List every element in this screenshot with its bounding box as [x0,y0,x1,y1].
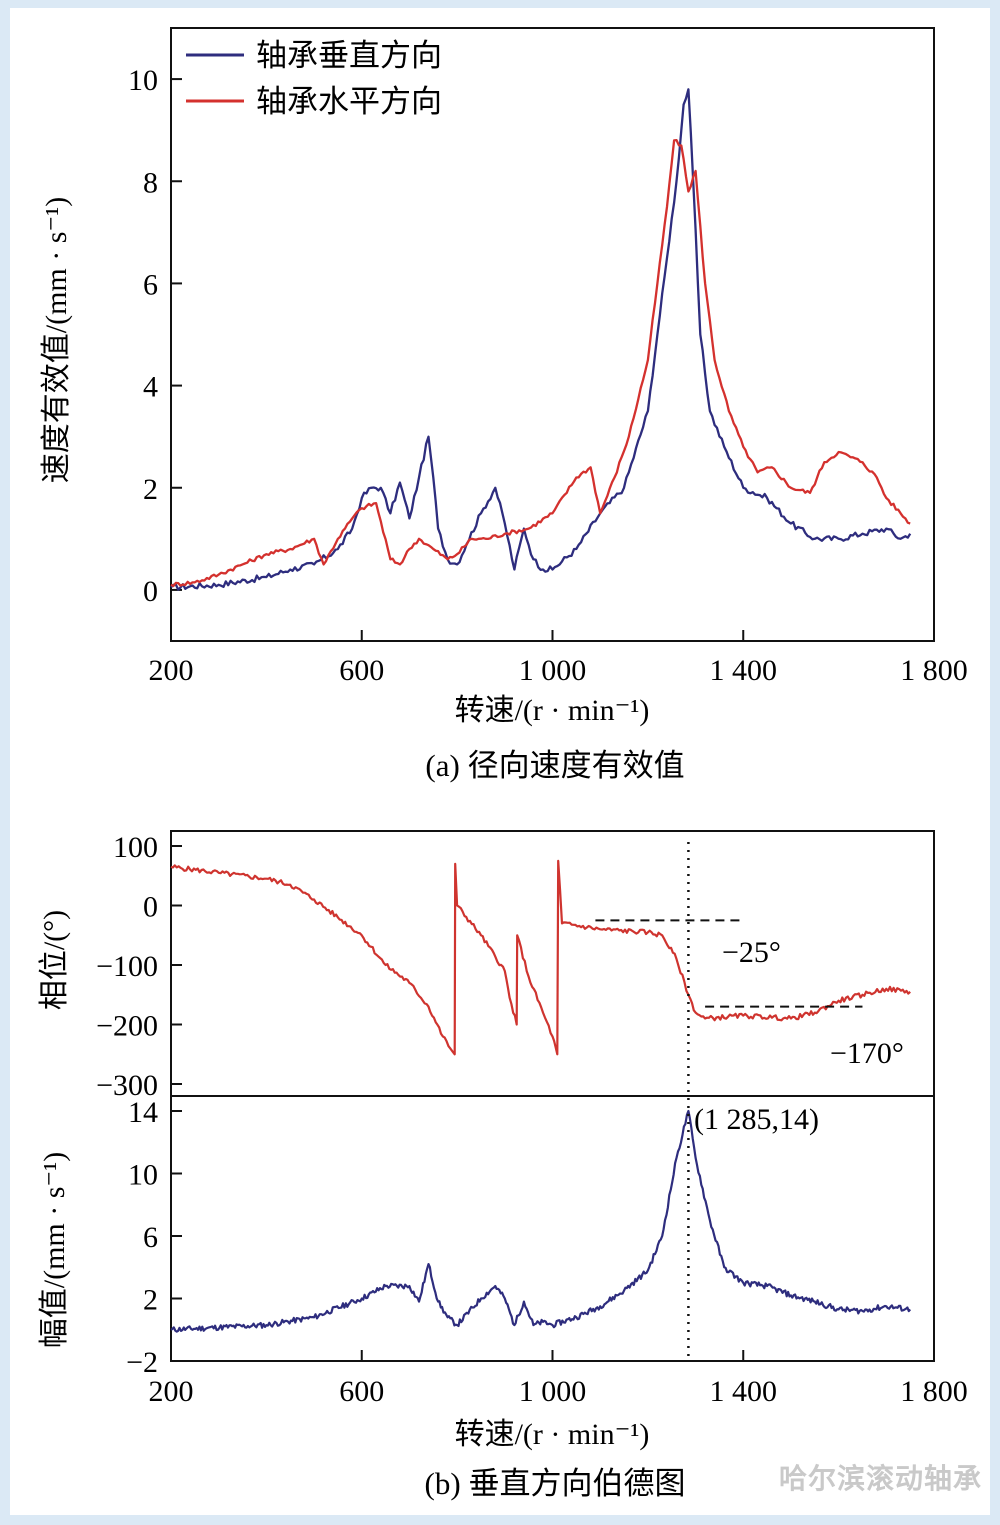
series-line-horizontal [171,140,910,586]
chart-a-y-tick-label: 10 [128,64,158,97]
chart-b-amplitude-y-tick-label: 2 [143,1284,158,1317]
chart-a-y-tick-label: 4 [143,371,158,404]
chart-b-amplitude-y-tick-label: 14 [128,1096,158,1129]
chart-b-amplitude-y-tick-label: 10 [128,1159,158,1192]
chart-a-caption: (a) 径向速度有效值 [425,748,684,783]
legend-label-horizontal: 轴承水平方向 [256,84,442,119]
chart-b-phase-y-tick-label: 100 [113,831,158,864]
chart-b-x-tick-label: 1 000 [519,1375,587,1408]
phase-ref-label-170: −170° [830,1037,904,1070]
chart-b-amplitude-y-tick-label: −2 [126,1346,158,1379]
watermark-text: 哈尔滨滚动轴承 [779,1457,982,1497]
chart-b-x-tick-label: 1 400 [710,1375,778,1408]
chart-a-x-tick-label: 1 000 [519,654,587,687]
figure-svg: 200 600 1 000 1 400 1 800 0 2 4 6 8 10 轴承垂直方向 轴承水… [0,0,1000,1525]
chart-b-amplitude-y-axis-label: 幅值/(mm · s⁻¹) [38,1152,71,1348]
chart-b-phase-y-tick-label: −200 [96,1010,158,1043]
chart-a-x-tick-label: 1 800 [900,654,968,687]
amplitude-peak-label: (1 285,14) [694,1103,819,1136]
legend-label-vertical: 轴承垂直方向 [256,38,442,73]
chart-b-x-tick-label: 1 800 [900,1375,968,1408]
chart-b-amplitude-y-tick-label: 6 [143,1221,158,1254]
phase-line [171,861,910,1054]
chart-a-y-tick-label: 0 [143,575,158,608]
series-line-vertical [171,89,910,589]
chart-b-amplitude-y-ticks: 14 10 6 2 −2 [126,1096,182,1379]
chart-b-x-axis-label: 转速/(r · min⁻¹) [455,1418,650,1451]
chart-b-x-tick-label: 200 [149,1375,194,1408]
chart-a-y-axis-label: 速度有效值/(mm · s⁻¹) [40,197,73,483]
chart-a-y-tick-label: 2 [143,473,158,506]
chart-a-y-tick-label: 8 [143,166,158,199]
chart-b-phase-y-tick-label: −100 [96,950,158,983]
page-background: 200 600 1 000 1 400 1 800 0 2 4 6 8 10 轴承垂直方向 轴承水… [0,0,1000,1525]
chart-a-x-tick-label: 200 [149,654,194,687]
chart-a-x-axis-label: 转速/(r · min⁻¹) [455,694,650,727]
chart-a: 200 600 1 000 1 400 1 800 0 2 4 6 8 10 轴承垂直方向 轴承水… [40,28,968,783]
chart-a-x-tick-label: 600 [339,654,384,687]
chart-b-caption: (b) 垂直方向伯德图 [425,1466,686,1501]
chart-a-y-tick-label: 6 [143,268,158,301]
chart-a-lines [171,89,910,589]
chart-b-phase-y-tick-label: 0 [143,891,158,924]
chart-b-lines [171,842,910,1361]
chart-b-phase-y-axis-label: 相位/(°) [38,910,71,1010]
chart-b-x-tick-label: 600 [339,1375,384,1408]
chart-a-x-tick-label: 1 400 [710,654,778,687]
chart-b-x-ticks: 200 600 1 000 1 400 1 800 [149,1350,968,1408]
chart-a-y-ticks: 0 2 4 6 8 10 [128,64,182,608]
chart-a-legend: 轴承垂直方向 轴承水平方向 [186,38,442,119]
chart-a-x-ticks: 200 600 1 000 1 400 1 800 [149,630,968,687]
phase-ref-label-25: −25° [722,936,781,969]
amplitude-line [171,1111,910,1332]
chart-a-plot-frame [171,28,934,641]
